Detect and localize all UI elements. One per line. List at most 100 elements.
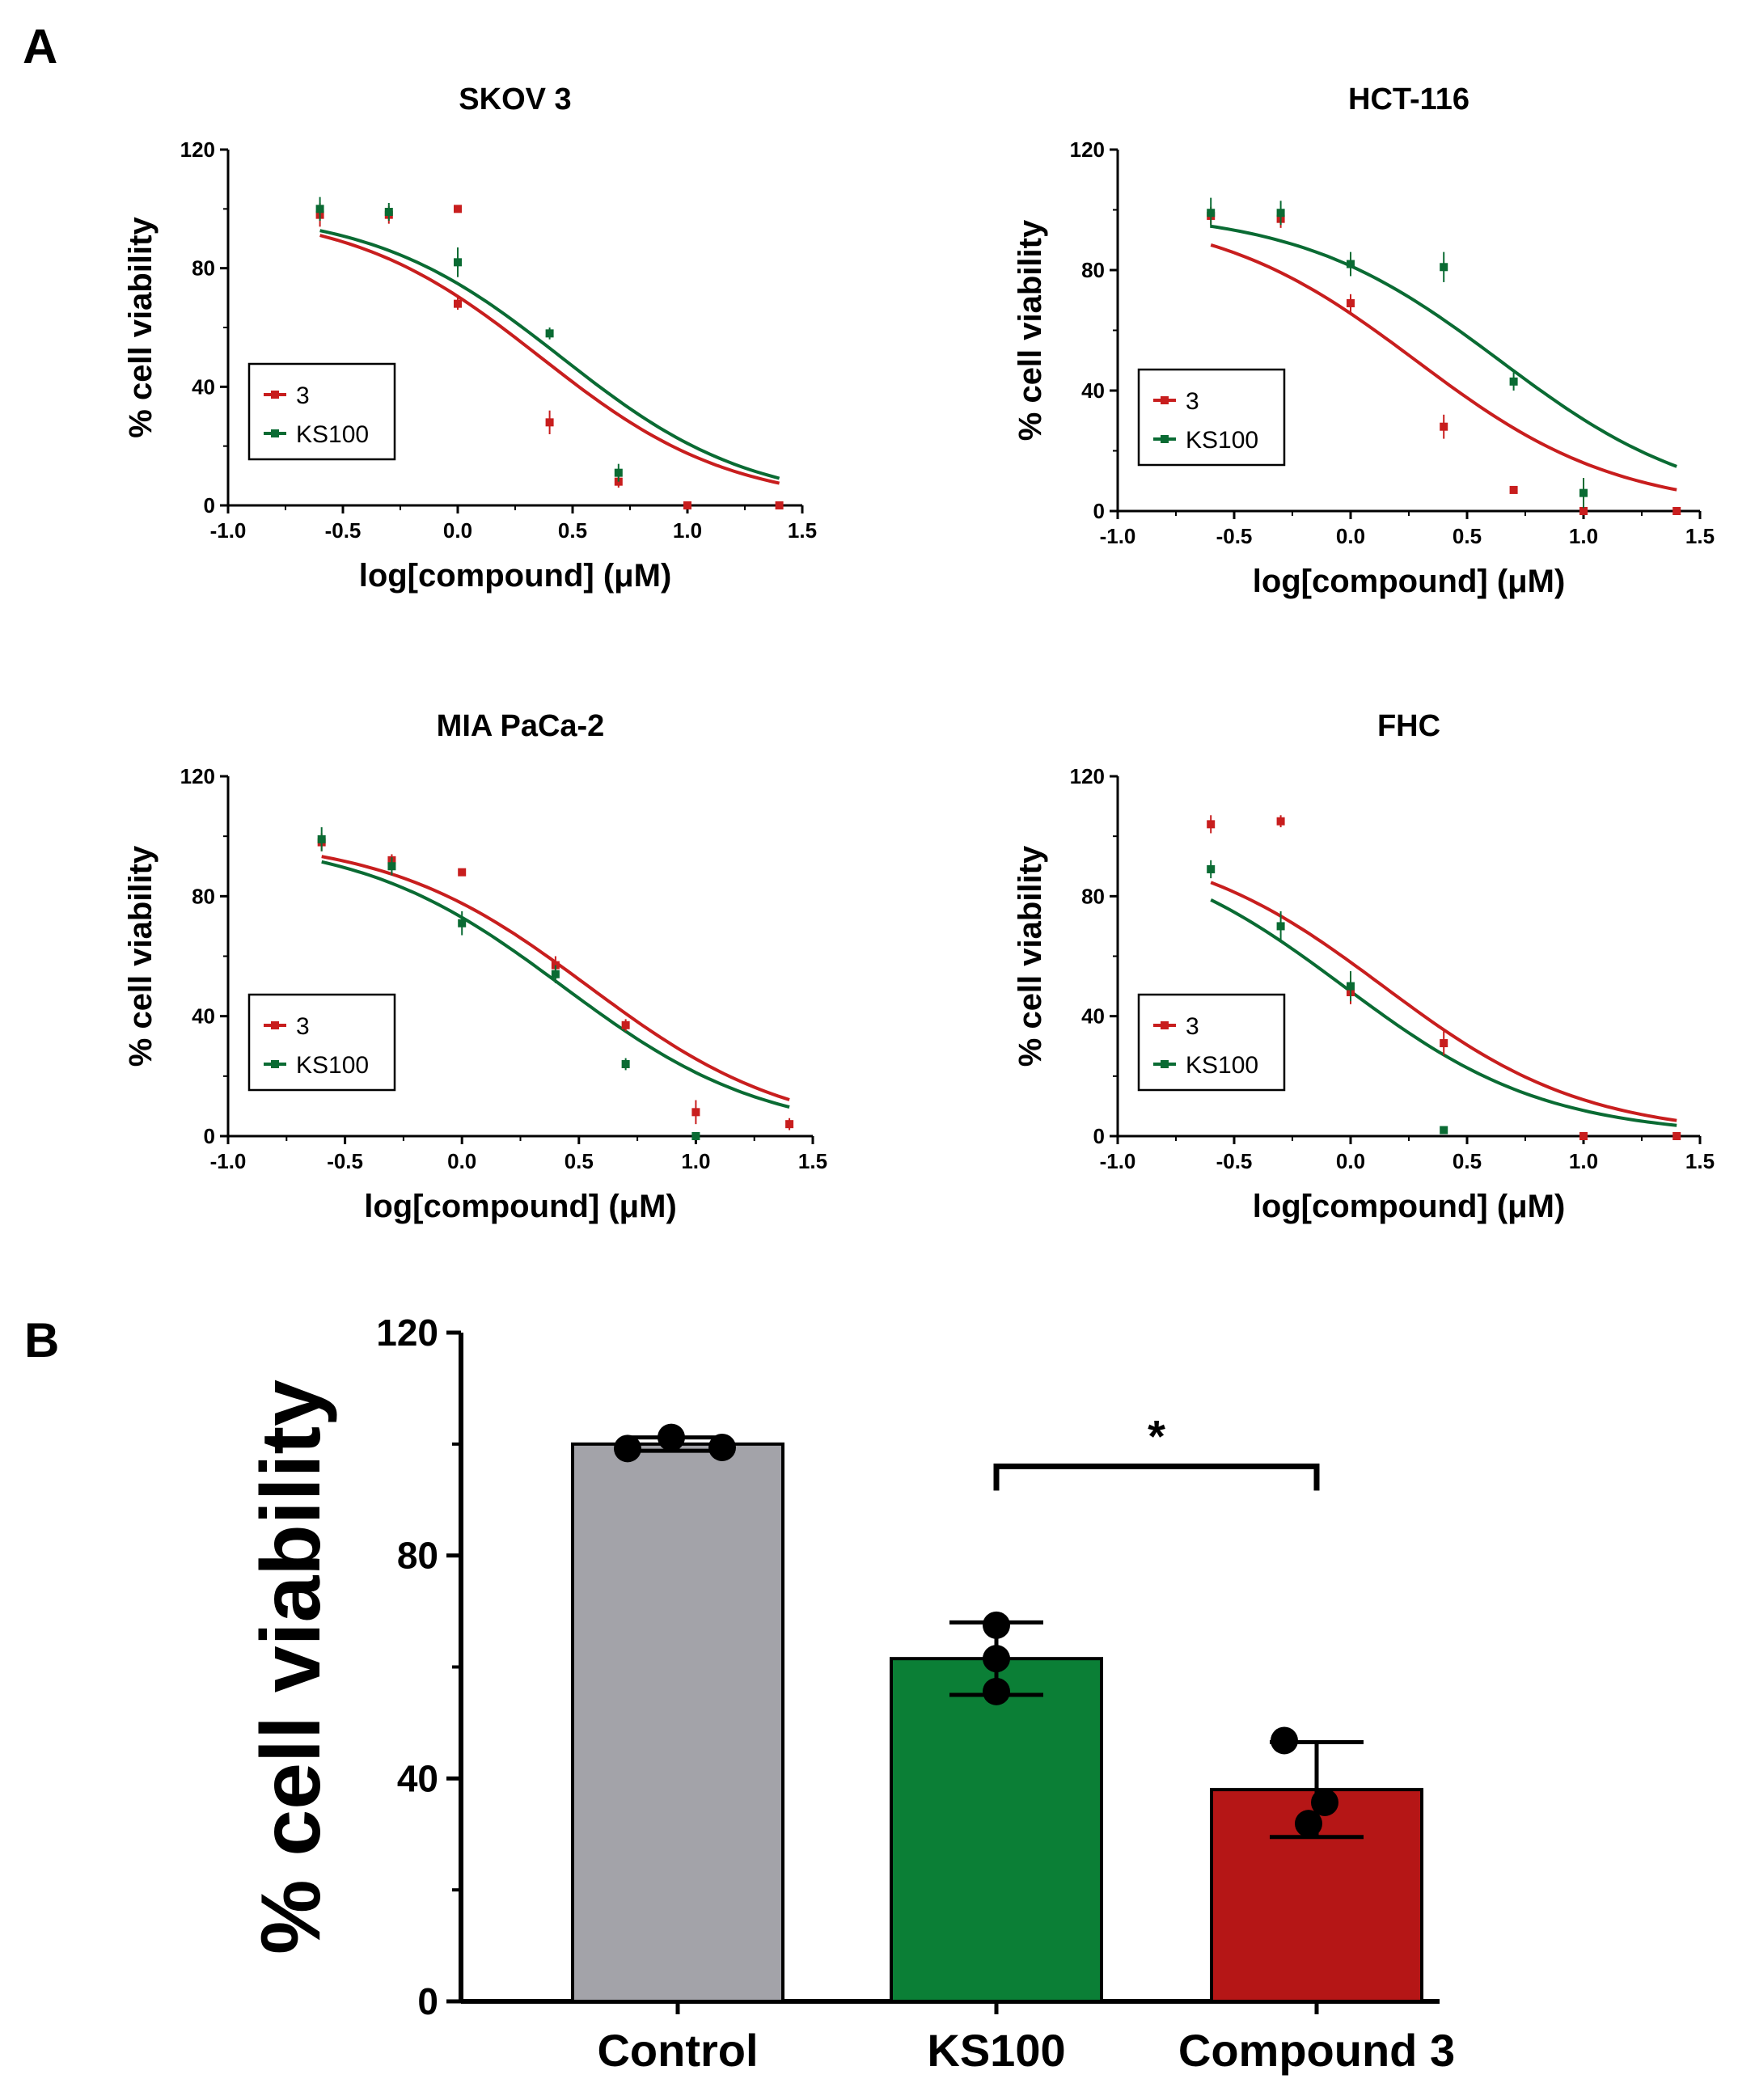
legend-label: 3 [1186, 1013, 1199, 1040]
legend-label: KS100 [1186, 1052, 1258, 1079]
legend-box [1137, 993, 1286, 1092]
x-tick-label: -0.5 [1216, 1149, 1253, 1173]
data-point-ks100 [1347, 982, 1355, 991]
x-axis-label: log[compound] (μM) [1253, 1189, 1566, 1224]
data-point-compound-3 [1579, 1132, 1588, 1140]
category-label-control: Control [597, 2025, 758, 2076]
data-point-ks100 [454, 258, 462, 267]
legend-swatch-marker [271, 429, 279, 437]
replicate-point-ks100 [983, 1677, 1010, 1705]
data-point-compound-3 [775, 501, 784, 509]
data-point-compound-3 [1672, 1132, 1681, 1140]
x-tick-label: 0.5 [1453, 1149, 1482, 1173]
y-tick-label: 0 [1093, 499, 1105, 523]
x-tick-label: 0.0 [1336, 1149, 1365, 1173]
significance-marker: * [1148, 1410, 1165, 1461]
data-point-ks100 [545, 329, 554, 338]
y-axis-label: % cell viability [1013, 219, 1048, 441]
x-tick-label: 0.5 [565, 1149, 594, 1173]
data-point-compound-3 [1276, 817, 1285, 826]
legend-label: 3 [1186, 388, 1199, 415]
replicate-point-compound-3 [1311, 1788, 1338, 1816]
data-point-ks100 [458, 919, 467, 927]
y-tick-label: 40 [1081, 1004, 1105, 1029]
panel-b-bar-chart: 0 40 80 120 % cell viability Control KS100 Comp… [244, 1312, 1455, 2076]
y-axis-label: % cell viability [1013, 845, 1048, 1067]
x-tick-label: -0.5 [325, 518, 362, 543]
replicate-point-control [708, 1433, 736, 1461]
y-tick-label: 120 [180, 137, 215, 162]
significance-bracket [993, 1463, 1320, 1491]
replicate-point-ks100 [983, 1645, 1010, 1673]
x-axis-label: log[compound] (μM) [364, 1189, 677, 1224]
fit-curve-ks100 [1210, 224, 1677, 468]
dose-response-chart-1: SKOV 3 -1.0 -0.5 0.0 0.5 1.0 1.5 0 40 80 120 log[co… [123, 82, 817, 594]
legend-box [1137, 368, 1286, 467]
y-tick-label: 120 [180, 764, 215, 788]
y-tick-label: 80 [1081, 884, 1105, 908]
data-point-compound-3 [691, 1108, 700, 1117]
category-label-compound-3: Compound 3 [1178, 2025, 1455, 2076]
data-point-compound-3 [621, 1020, 630, 1029]
y-tick-label: 40 [1081, 378, 1105, 403]
y-tick-label: 40 [397, 1757, 438, 1799]
legend-label: KS100 [296, 421, 369, 448]
y-tick-label: 40 [192, 374, 215, 399]
bar-control [571, 1442, 784, 2004]
data-point-ks100 [1276, 209, 1285, 218]
data-point-compound-3 [1509, 485, 1518, 494]
legend: 3 KS100 [247, 993, 396, 1092]
x-tick-label: 1.0 [1569, 1149, 1598, 1173]
data-point-compound-3 [1207, 820, 1216, 829]
legend: 3 KS100 [247, 362, 396, 461]
legend: 3 KS100 [1137, 368, 1286, 467]
y-tick-label: 0 [1093, 1124, 1105, 1148]
dose-response-chart-4: FHC -1.0 -0.5 0.0 0.5 1.0 1.5 0 40 80 120 log[compo… [1013, 709, 1715, 1224]
replicate-point-compound-3 [1295, 1810, 1322, 1838]
data-point-ks100 [315, 205, 324, 213]
x-tick-label: 0.0 [447, 1149, 476, 1173]
panel-a-label: A [23, 19, 57, 74]
data-point-compound-3 [454, 205, 462, 213]
data-point-ks100 [1440, 1126, 1448, 1135]
y-axis-label: % cell viability [244, 1380, 338, 1954]
data-point-ks100 [387, 862, 396, 871]
x-tick-label: 0.0 [443, 518, 472, 543]
chart-title: HCT-116 [1348, 82, 1469, 116]
data-point-ks100 [621, 1060, 630, 1068]
x-tick-label: -0.5 [1216, 524, 1253, 548]
data-point-ks100 [1509, 377, 1518, 386]
legend-label: KS100 [296, 1052, 369, 1079]
y-tick-label: 0 [204, 1124, 215, 1148]
data-point-ks100 [1440, 263, 1448, 272]
x-tick-label: 1.5 [1685, 1149, 1715, 1173]
fit-curve-compound-3 [1210, 881, 1677, 1122]
legend: 3 KS100 [1137, 993, 1286, 1092]
fit-curve-ks100 [319, 229, 780, 480]
data-point-compound-3 [458, 868, 467, 877]
data-point-compound-3 [1347, 298, 1355, 307]
x-tick-label: -1.0 [1100, 524, 1136, 548]
y-tick-label: 80 [192, 884, 215, 908]
chart-title: SKOV 3 [459, 82, 571, 116]
data-point-ks100 [1207, 209, 1216, 218]
data-point-ks100 [1579, 488, 1588, 497]
panel-b-label: B [24, 1313, 59, 1367]
y-tick-label: 0 [417, 1980, 438, 2022]
legend-swatch-marker [1161, 396, 1169, 404]
fit-curve-compound-3 [319, 234, 780, 485]
x-tick-label: -1.0 [210, 1149, 247, 1173]
data-point-compound-3 [1579, 507, 1588, 515]
legend-swatch-marker [271, 1060, 279, 1068]
y-tick-label: 80 [1081, 258, 1105, 282]
data-point-ks100 [1276, 922, 1285, 931]
dose-response-chart-3: MIA PaCa-2 -1.0 -0.5 0.0 0.5 1.0 1.5 0 40 80 120 lo… [123, 709, 827, 1224]
x-tick-label: -0.5 [327, 1149, 363, 1173]
legend-swatch-marker [1161, 1060, 1169, 1068]
panel-a-charts: SKOV 3 -1.0 -0.5 0.0 0.5 1.0 1.5 0 40 80 120 log[co… [123, 82, 1715, 1224]
legend-box [247, 993, 396, 1092]
y-tick-label: 80 [397, 1535, 438, 1577]
replicate-point-control [614, 1435, 641, 1463]
data-point-ks100 [1347, 260, 1355, 268]
